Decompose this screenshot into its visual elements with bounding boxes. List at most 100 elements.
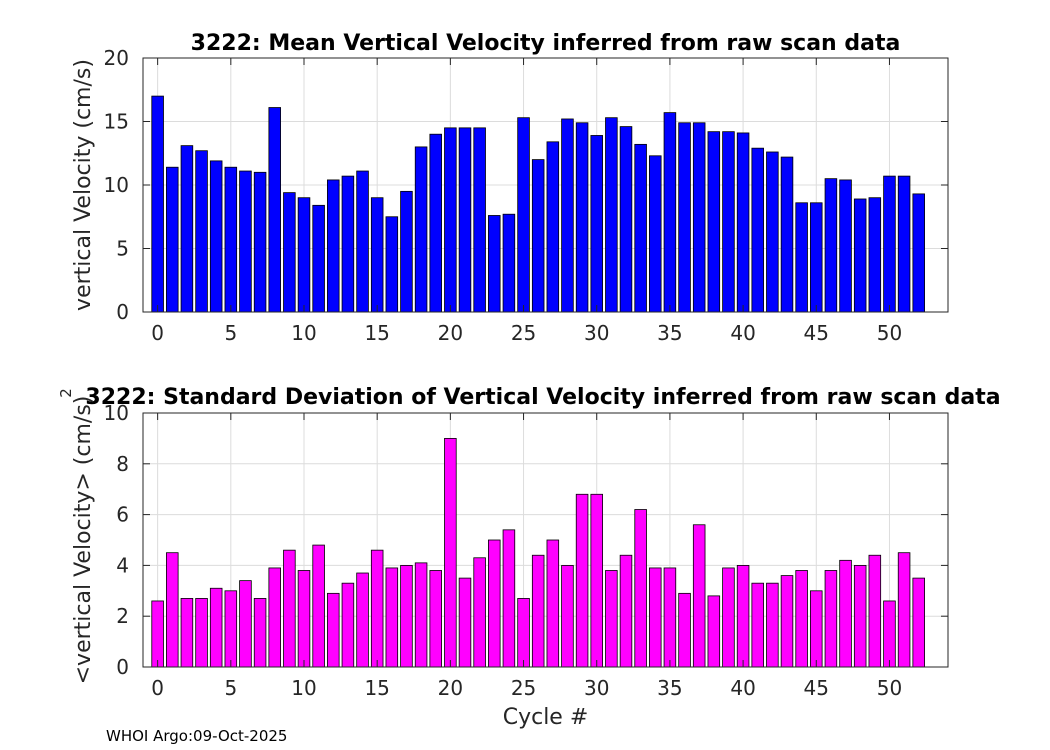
mean-velocity-x-tick-label: 30: [584, 321, 609, 345]
mean-velocity-bar: [400, 190, 413, 313]
std-velocity-axes-box: [142, 412, 949, 668]
mean-velocity-bar: [239, 170, 252, 313]
std-velocity-bar: [795, 570, 808, 668]
std-velocity-bar: [473, 557, 486, 668]
mean-velocity-x-tick-label: 40: [730, 321, 755, 345]
mean-velocity-x-tick-label: 15: [364, 321, 389, 345]
std-velocity-bar: [151, 600, 164, 668]
std-velocity-x-tick-label: 5: [224, 676, 237, 700]
mean-velocity-bar: [341, 175, 355, 313]
mean-velocity-bar: [473, 127, 486, 313]
mean-velocity-bar: [751, 147, 764, 313]
std-velocity-bar: [897, 552, 911, 668]
std-velocity-bar: [253, 598, 267, 668]
std-velocity-bars: [151, 437, 940, 668]
mean-velocity-bar: [795, 202, 808, 313]
mean-velocity-bar: [268, 107, 281, 313]
std-velocity-bar: [414, 562, 428, 668]
mean-velocity-x-tick-label: 20: [438, 321, 463, 345]
std-velocity-bar: [429, 570, 442, 668]
std-velocity-bar: [195, 598, 208, 668]
mean-velocity-y-tick-label: 5: [116, 237, 129, 261]
mean-velocity-bar: [824, 178, 838, 313]
mean-velocity-bar: [605, 117, 618, 313]
std-velocity-x-tick-label: 35: [657, 676, 682, 700]
mean-velocity-x-tick-label: 0: [151, 321, 164, 345]
mean-velocity-bar: [209, 160, 223, 313]
std-velocity-chart: 0 5 10 15 20 25 30 35 40 45 50 0 2 4 6 8 10 3222: Standa…: [57, 385, 1001, 730]
mean-velocity-x-tick-label: 35: [657, 321, 682, 345]
std-velocity-bar: [692, 524, 706, 668]
std-velocity-bar: [327, 592, 340, 668]
mean-velocity-bar: [458, 127, 472, 313]
std-velocity-bar: [224, 590, 238, 668]
std-velocity-x-tick-label: 50: [877, 676, 902, 700]
std-velocity-y-tick-label: 6: [116, 503, 129, 527]
std-velocity-bar: [853, 565, 867, 668]
std-velocity-bar: [385, 567, 399, 668]
mean-velocity-bar: [327, 179, 340, 313]
std-velocity-bar: [575, 493, 589, 668]
std-velocity-y-tick-label: 4: [116, 553, 129, 577]
mean-velocity-bar: [663, 112, 677, 313]
std-velocity-bar: [341, 582, 355, 668]
std-velocity-bar: [751, 582, 764, 668]
mean-velocity-ticks: 0 5 10 15 20 25 30 35 40 45 50 0 5 10 15 20: [104, 46, 948, 345]
std-velocity-bar: [722, 567, 735, 668]
std-velocity-bar: [824, 570, 838, 668]
mean-velocity-bar: [531, 159, 545, 313]
mean-velocity-bar: [722, 131, 735, 313]
mean-velocity-bar: [634, 143, 647, 313]
mean-velocity-bar: [151, 95, 164, 313]
mean-velocity-title: 3222: Mean Vertical Velocity inferred fr…: [191, 31, 901, 56]
mean-velocity-bar: [575, 122, 589, 313]
mean-velocity-y-tick-label: 10: [104, 173, 129, 197]
mean-velocity-bar: [619, 126, 633, 313]
std-velocity-bar: [180, 598, 194, 668]
mean-velocity-bar: [385, 216, 399, 313]
mean-velocity-y-tick-label: 0: [116, 300, 129, 324]
mean-velocity-bar: [897, 175, 911, 313]
std-velocity-bar: [780, 575, 794, 668]
mean-velocity-bar: [283, 192, 296, 313]
mean-velocity-bar: [810, 202, 823, 313]
std-velocity-y-tick-label: 0: [116, 655, 129, 679]
mean-velocity-bar: [692, 122, 706, 313]
std-velocity-bar: [166, 552, 179, 668]
std-velocity-bar: [517, 598, 530, 668]
mean-velocity-y-tick-label: 20: [104, 46, 129, 70]
std-velocity-bar: [502, 529, 516, 668]
mean-velocity-bar: [780, 156, 794, 313]
std-velocity-y-tick-label: 10: [104, 401, 129, 425]
std-velocity-x-axis-label: Cycle #: [503, 705, 589, 730]
mean-velocity-bars: [151, 95, 940, 313]
std-velocity-y-axis-superscript: 2: [57, 388, 75, 398]
std-velocity-bar: [810, 590, 823, 668]
std-velocity-bar: [283, 549, 296, 668]
std-velocity-bar: [736, 565, 750, 668]
mean-velocity-bar: [356, 170, 369, 313]
mean-velocity-y-axis-label: vertical Velocity (cm/s): [71, 59, 96, 311]
std-velocity-x-tick-label: 0: [151, 676, 164, 700]
std-velocity-y-tick-label: 2: [116, 604, 129, 628]
mean-velocity-x-tick-label: 50: [877, 321, 902, 345]
mean-velocity-bar: [444, 127, 457, 313]
mean-velocity-bar: [853, 198, 867, 313]
mean-velocity-bar: [766, 151, 779, 313]
std-velocity-bar: [634, 509, 647, 668]
std-velocity-bar: [488, 539, 501, 668]
mean-velocity-bar: [166, 166, 179, 313]
mean-velocity-x-tick-label: 10: [291, 321, 316, 345]
std-velocity-bar: [912, 577, 925, 668]
footer-credit: WHOI Argo:09-Oct-2025: [106, 727, 287, 745]
std-velocity-bar: [678, 592, 691, 668]
mean-velocity-bar: [429, 133, 442, 313]
std-velocity-bar: [883, 600, 896, 668]
std-velocity-bar: [546, 539, 560, 668]
std-velocity-bar: [297, 570, 311, 668]
std-velocity-y-axis-label: <vertical Velocity> (cm/s): [71, 396, 96, 685]
mean-velocity-bar: [195, 150, 208, 313]
mean-velocity-bar: [839, 179, 852, 313]
std-velocity-bar: [458, 577, 472, 668]
std-velocity-title: 3222: Standard Deviation of Vertical Vel…: [85, 385, 1000, 410]
